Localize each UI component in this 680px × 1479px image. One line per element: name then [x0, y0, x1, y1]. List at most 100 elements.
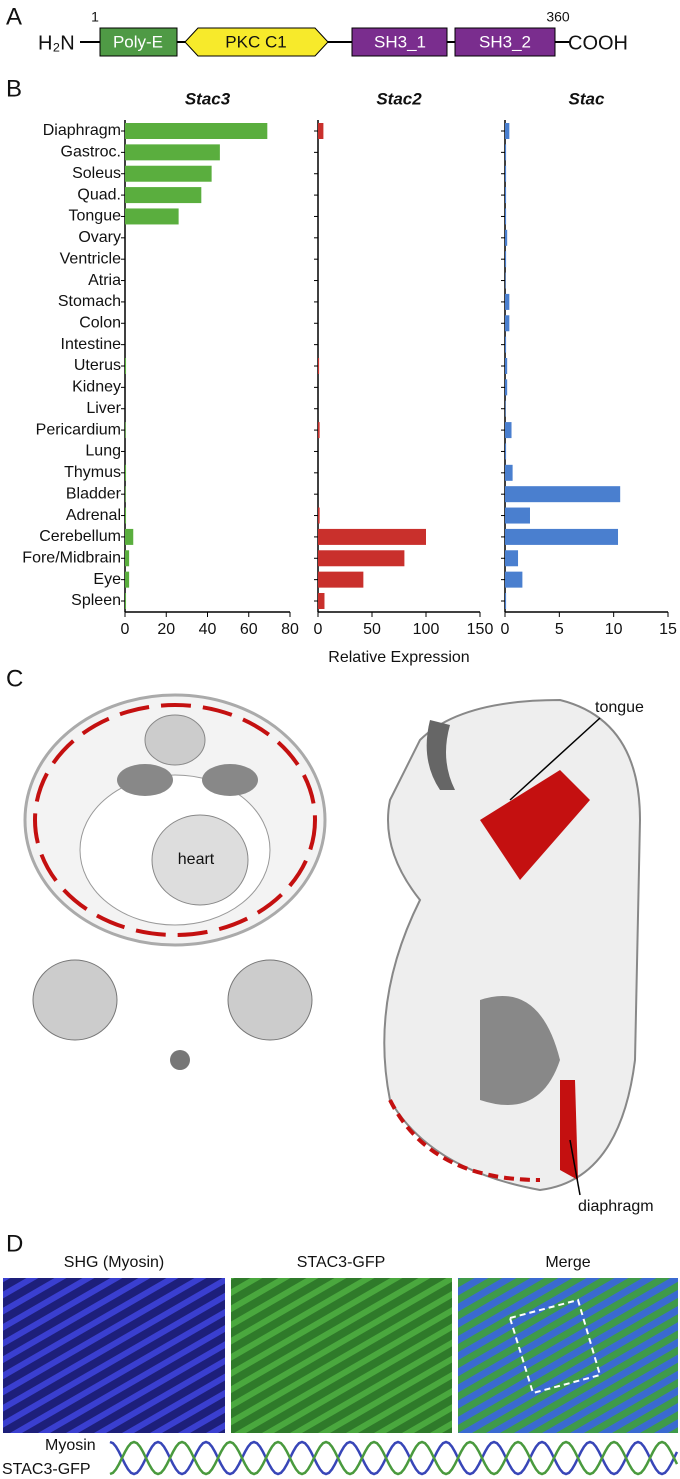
bar — [125, 593, 127, 609]
bar — [318, 358, 320, 374]
x-tick-label: 0 — [501, 621, 510, 638]
bar-charts: Stac3 0 20 40 60 80 Diaphragm Gastroc. Soleus Qua… — [22, 89, 677, 666]
y-tick-label: Intestine — [61, 336, 122, 353]
bar — [505, 251, 507, 268]
x-tick-label: 80 — [281, 621, 299, 638]
panel-label: D — [6, 1230, 23, 1257]
x-tick-label: 150 — [467, 621, 494, 638]
bar — [505, 593, 507, 609]
intensity-trace — [109, 1440, 679, 1476]
bar — [505, 315, 510, 332]
bar — [318, 507, 320, 524]
y-tick-label: Liver — [86, 400, 121, 417]
x-tick-label: 5 — [555, 621, 564, 638]
domain-label: SH3_2 — [479, 32, 531, 51]
bar — [125, 187, 202, 204]
domain — [454, 27, 556, 57]
bar — [505, 293, 510, 310]
panel-label: A — [6, 3, 22, 30]
bar — [318, 550, 405, 567]
domain-label: PKC C1 — [225, 32, 286, 51]
bar — [125, 464, 127, 481]
bar — [505, 400, 506, 417]
bar — [125, 486, 126, 503]
c-terminus: COOH — [568, 32, 628, 54]
bar — [505, 208, 507, 225]
bar — [318, 123, 324, 139]
bar — [318, 422, 320, 439]
y-tick-label: Lung — [85, 443, 121, 460]
chart-title: Stac2 — [376, 89, 422, 108]
bar — [505, 528, 619, 545]
y-tick-label: Atria — [88, 272, 121, 289]
x-tick-label: 0 — [121, 621, 130, 638]
x-tick-label: 50 — [363, 621, 381, 638]
y-tick-label: Quad. — [77, 186, 121, 203]
n-terminus: H₂N — [38, 32, 75, 54]
domain — [351, 27, 448, 57]
image-title: STAC3-GFP — [297, 1254, 386, 1271]
bar — [505, 187, 507, 204]
panel-label: C — [6, 665, 23, 692]
bar — [505, 550, 519, 567]
x-tick-label: 100 — [413, 621, 440, 638]
section-image — [23, 693, 642, 1196]
y-tick-label: Diaphragm — [43, 122, 121, 139]
start-residue: 1 — [91, 9, 99, 25]
annotation: diaphragm — [578, 1198, 654, 1215]
domain — [99, 27, 178, 57]
x-tick-label: 10 — [605, 621, 623, 638]
image-title: SHG (Myosin) — [64, 1254, 164, 1271]
bar — [125, 208, 179, 225]
y-tick-label: Thymus — [64, 464, 121, 481]
bar — [505, 443, 507, 460]
image-title: Merge — [545, 1254, 590, 1271]
chart-title: Stac — [569, 89, 605, 108]
x-tick-label: 15 — [659, 621, 677, 638]
bar — [505, 336, 507, 353]
y-tick-label: Soleus — [72, 165, 121, 182]
y-tick-label: Fore/Midbrain — [22, 549, 121, 566]
trace-label: Myosin — [45, 1437, 96, 1454]
y-tick-label: Eye — [93, 571, 121, 588]
y-tick-label: Adrenal — [66, 507, 121, 524]
domain-label: SH3_1 — [374, 32, 426, 51]
end-residue: 360 — [546, 9, 570, 25]
chart-title: Stac3 — [185, 89, 231, 108]
bar — [505, 123, 510, 139]
bar — [505, 422, 512, 439]
bar — [505, 486, 621, 503]
panel-label: B — [6, 75, 22, 102]
bar — [505, 379, 508, 396]
bar — [505, 464, 513, 481]
x-tick-label: 0 — [314, 621, 323, 638]
x-axis-label: Relative Expression — [328, 649, 469, 666]
bar — [125, 528, 134, 545]
bar — [125, 358, 127, 374]
bar — [125, 507, 127, 524]
y-tick-label: Spleen — [71, 592, 121, 609]
x-tick-label: 60 — [240, 621, 258, 638]
y-tick-label: Pericardium — [36, 421, 121, 438]
annotation: tongue — [595, 699, 644, 716]
bar — [125, 144, 220, 161]
microscopy-image — [458, 1278, 678, 1433]
y-tick-label: Tongue — [69, 208, 122, 225]
x-tick-label: 40 — [199, 621, 217, 638]
y-tick-label: Gastroc. — [61, 144, 121, 161]
annotation: heart — [178, 851, 215, 868]
domain-label: Poly-E — [113, 32, 163, 51]
bar — [505, 507, 530, 524]
y-tick-label: Colon — [79, 314, 121, 331]
microscopy-image — [3, 1278, 225, 1433]
y-tick-label: Uterus — [74, 357, 121, 374]
y-tick-label: Kidney — [72, 379, 121, 396]
bar — [505, 571, 523, 588]
bar — [318, 528, 426, 545]
y-tick-label: Bladder — [66, 485, 122, 502]
x-tick-label: 20 — [157, 621, 175, 638]
y-tick-label: Ovary — [78, 229, 121, 246]
domain — [184, 27, 329, 57]
bar — [505, 272, 506, 289]
